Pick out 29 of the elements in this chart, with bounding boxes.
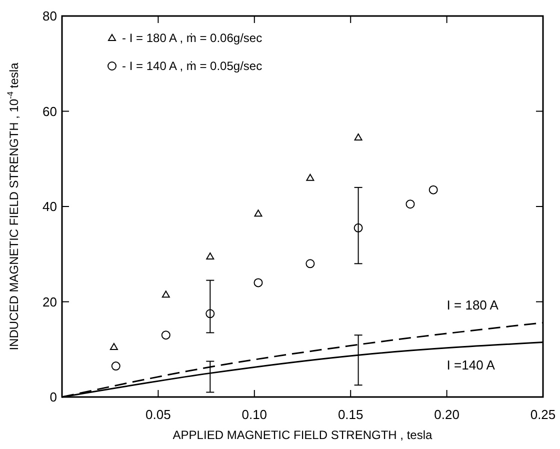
y-tick-label: 80 (42, 8, 57, 24)
point (161, 330, 170, 340)
point (111, 362, 120, 371)
y-tick-label: 20 (42, 294, 57, 310)
x-tick-label: 0.25 (530, 407, 556, 422)
x-tick-label: 0.05 (146, 407, 171, 422)
x-tick-label: 0.20 (434, 407, 460, 422)
point (428, 185, 438, 194)
point (306, 259, 315, 268)
point (254, 210, 262, 217)
annotation: I =140 A (446, 358, 496, 373)
point (354, 223, 363, 232)
point (206, 252, 214, 260)
x-axis-title: APPLIED MAGNETIC FIELD STRENGTH , tesla (172, 428, 433, 442)
legend-label: - I = 140 A , ṁ = 0.05g/sec (122, 59, 262, 74)
x-tick-label: 0.15 (338, 407, 364, 422)
point (162, 290, 170, 298)
y-tick-label: 40 (42, 199, 57, 214)
point (306, 174, 314, 181)
point (354, 133, 362, 140)
y-tick-label: 0 (50, 390, 57, 405)
point (406, 200, 415, 209)
legend-label: - I = 180 A , ṁ = 0.06g/sec (122, 31, 262, 46)
point (110, 342, 118, 350)
x-tick-label: 0.10 (242, 407, 268, 422)
annotation: I = 180 A (446, 298, 499, 313)
y-tick-label: 60 (42, 104, 57, 119)
point (254, 278, 263, 288)
point (206, 309, 215, 318)
